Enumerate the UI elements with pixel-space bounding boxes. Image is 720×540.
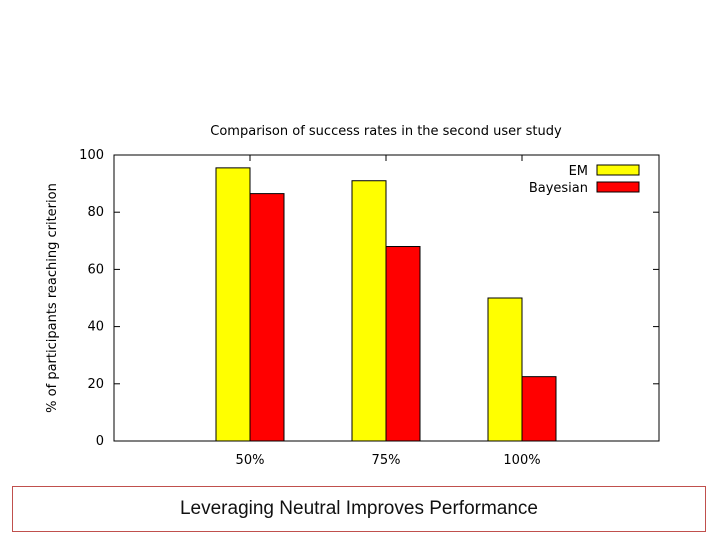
legend-swatch: [596, 181, 640, 193]
legend-label: EM: [569, 164, 588, 179]
bar-bayesian: [521, 376, 557, 442]
plot-area: 0 20 40 60 80 100 50% 75% 100% EM Bayesian: [79, 148, 660, 468]
legend-swatch: [596, 164, 640, 176]
bar-em: [215, 167, 251, 442]
y-tick-label: 80: [87, 205, 104, 220]
x-tick-label: 50%: [236, 453, 265, 468]
caption-box: Leveraging Neutral Improves Performance: [12, 486, 706, 532]
x-tick-label: 75%: [372, 453, 401, 468]
caption-text: Leveraging Neutral Improves Performance: [179, 498, 538, 519]
bar-em: [351, 180, 387, 442]
y-tick-label: 40: [87, 320, 104, 335]
y-tick-label: 60: [87, 262, 104, 277]
bar-bayesian: [249, 193, 285, 442]
chart-title: Comparison of success rates in the secon…: [210, 124, 562, 139]
y-tick-label: 0: [96, 434, 104, 449]
x-tick-label: 100%: [503, 453, 540, 468]
y-tick-label: 20: [87, 377, 104, 392]
y-tick-label: 100: [79, 148, 104, 163]
legend-label: Bayesian: [529, 181, 588, 196]
y-axis-label: % of participants reaching criterion: [45, 183, 60, 413]
bar-chart: Comparison of success rates in the secon…: [45, 124, 660, 468]
bar-bayesian: [385, 246, 421, 442]
bar-em: [487, 297, 523, 442]
